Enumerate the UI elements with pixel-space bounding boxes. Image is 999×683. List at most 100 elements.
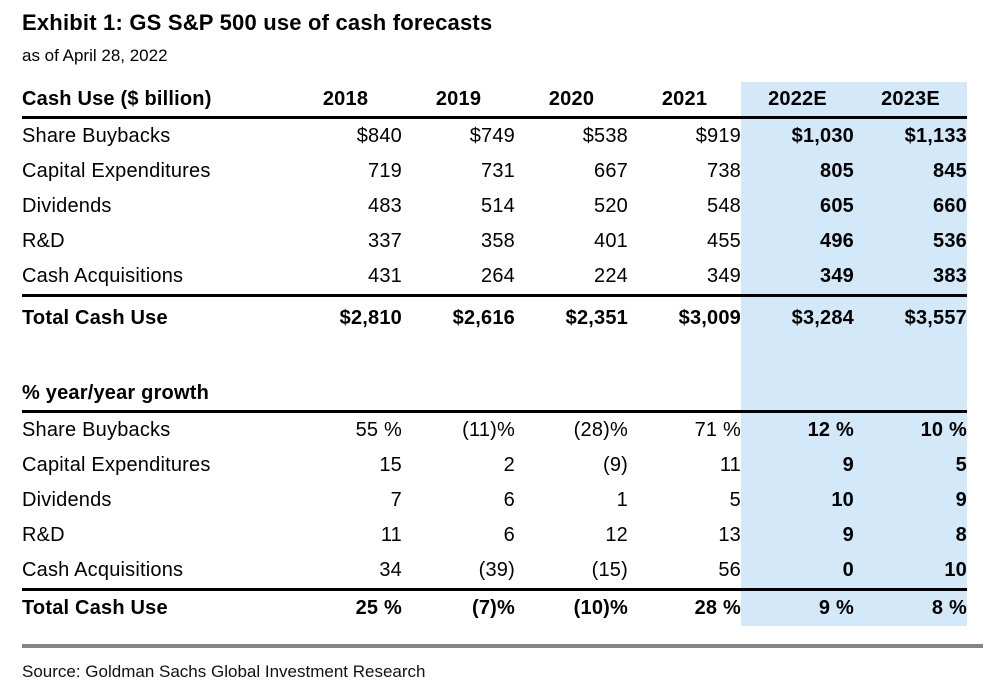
spacer-row (22, 339, 967, 369)
row-label: Capital Expenditures (22, 454, 211, 476)
table-row: Cash Acquisitions 431 264 224 349 349 38… (22, 259, 967, 297)
total-value: $2,810 (339, 306, 402, 329)
cell-value: 667 (594, 160, 628, 182)
total-row: Total Cash Use 25 % (7)% (10)% 28 % 9 % … (22, 589, 967, 626)
cell-value: 6 (503, 524, 515, 546)
cell-value-estimate: 349 (741, 259, 854, 297)
table-row: Capital Expenditures 719 731 667 738 805… (22, 154, 967, 189)
total-value-estimate: 9 % (741, 589, 854, 626)
cell-value: 719 (368, 160, 402, 182)
row-label: Capital Expenditures (22, 160, 211, 182)
cell-value: 548 (707, 195, 741, 217)
row-label: R&D (22, 524, 65, 546)
cell-value: 738 (707, 160, 741, 182)
cell-value-estimate: 5 (854, 448, 967, 483)
year-header: 2019 (402, 82, 515, 119)
table-row: Dividends 7 6 1 5 10 9 (22, 483, 967, 518)
cell-value: 6 (503, 489, 515, 511)
row-label: Dividends (22, 195, 112, 217)
cell-value: 12 (605, 524, 628, 546)
cell-value-estimate: 536 (854, 224, 967, 259)
cell-value: 514 (481, 195, 515, 217)
year-header: 2018 (289, 82, 402, 119)
cell-value: 7 (390, 489, 402, 511)
source-line: Source: Goldman Sachs Global Investment … (22, 662, 426, 681)
cell-value-estimate: 10 (741, 483, 854, 518)
cell-value-estimate: 9 (741, 518, 854, 553)
cell-value: 349 (628, 259, 741, 297)
cell-value-estimate: 383 (854, 259, 967, 297)
row-label: Cash Acquisitions (22, 259, 289, 297)
cell-value-estimate: 605 (741, 189, 854, 224)
total-value-estimate: $3,557 (854, 295, 967, 339)
table-row: R&D 11 6 12 13 9 8 (22, 518, 967, 553)
table-row: Capital Expenditures 15 2 (9) 11 9 5 (22, 448, 967, 483)
cash-use-table: Cash Use ($ billion) 2018 2019 2020 2021… (22, 82, 967, 626)
cell-value: 2 (503, 454, 515, 476)
cell-value-estimate: 9 (854, 483, 967, 518)
cell-value-estimate: 8 (854, 518, 967, 553)
cell-value: 483 (368, 195, 402, 217)
cell-value: 431 (289, 259, 402, 297)
row-label: Share Buybacks (22, 125, 171, 147)
cell-value: 11 (719, 454, 741, 476)
year-header-estimate: 2022E (741, 82, 854, 119)
cell-value: (39) (402, 553, 515, 591)
cell-value: $919 (695, 125, 741, 147)
cell-value-estimate: 0 (741, 553, 854, 591)
cell-value: 224 (515, 259, 628, 297)
total-value-estimate: $3,284 (741, 295, 854, 339)
table-header-row: Cash Use ($ billion) 2018 2019 2020 2021… (22, 82, 967, 119)
page-title: Exhibit 1: GS S&P 500 use of cash foreca… (22, 10, 493, 35)
cell-value-estimate: 660 (854, 189, 967, 224)
row-label: R&D (22, 230, 65, 252)
total-value-estimate: 8 % (854, 589, 967, 626)
total-label: Total Cash Use (22, 306, 168, 329)
cell-value: 71 % (694, 419, 741, 441)
cell-value-estimate: 10 % (854, 411, 967, 448)
cell-value: $538 (582, 125, 628, 147)
row-label: Share Buybacks (22, 419, 171, 441)
table-row: Dividends 483 514 520 548 605 660 (22, 189, 967, 224)
cell-value-estimate: 9 (741, 448, 854, 483)
column-header: Cash Use ($ billion) (22, 82, 289, 119)
cell-value: 455 (707, 230, 741, 252)
table-row: Share Buybacks $840 $749 $538 $919 $1,03… (22, 117, 967, 154)
total-value: (7)% (471, 597, 515, 619)
total-value: (10)% (573, 597, 628, 619)
cell-value: $749 (469, 125, 515, 147)
row-label: Cash Acquisitions (22, 553, 289, 591)
cell-value-estimate: 805 (741, 154, 854, 189)
cell-value: 56 (628, 553, 741, 591)
cell-value: 264 (402, 259, 515, 297)
cell-value: 34 (289, 553, 402, 591)
cell-value: 731 (481, 160, 515, 182)
total-value: $2,351 (565, 306, 628, 329)
cell-value: 1 (616, 489, 628, 511)
cell-value-estimate: $1,030 (741, 117, 854, 154)
cell-value: 520 (594, 195, 628, 217)
cell-value-estimate: 10 (854, 553, 967, 591)
cell-value: 15 (379, 454, 402, 476)
year-header: 2020 (515, 82, 628, 119)
cell-value: 337 (368, 230, 402, 252)
cell-value: (15) (515, 553, 628, 591)
cell-value: (11)% (462, 419, 515, 441)
cell-value-estimate: 496 (741, 224, 854, 259)
growth-section-heading: % year/year growth (22, 369, 289, 413)
row-label: Dividends (22, 489, 112, 511)
total-value: 28 % (694, 597, 741, 619)
cell-value: $840 (356, 125, 402, 147)
cell-value: 358 (481, 230, 515, 252)
cell-value: 401 (594, 230, 628, 252)
cell-value-estimate: 12 % (741, 411, 854, 448)
cell-value-estimate: 845 (854, 154, 967, 189)
total-value: $2,616 (452, 306, 515, 329)
year-header-estimate: 2023E (854, 82, 967, 119)
cell-value: (28)% (573, 419, 628, 441)
cell-value-estimate: $1,133 (854, 117, 967, 154)
cell-value: 13 (718, 524, 741, 546)
total-row: Total Cash Use $2,810 $2,616 $2,351 $3,0… (22, 295, 967, 339)
total-value: $3,009 (678, 306, 741, 329)
